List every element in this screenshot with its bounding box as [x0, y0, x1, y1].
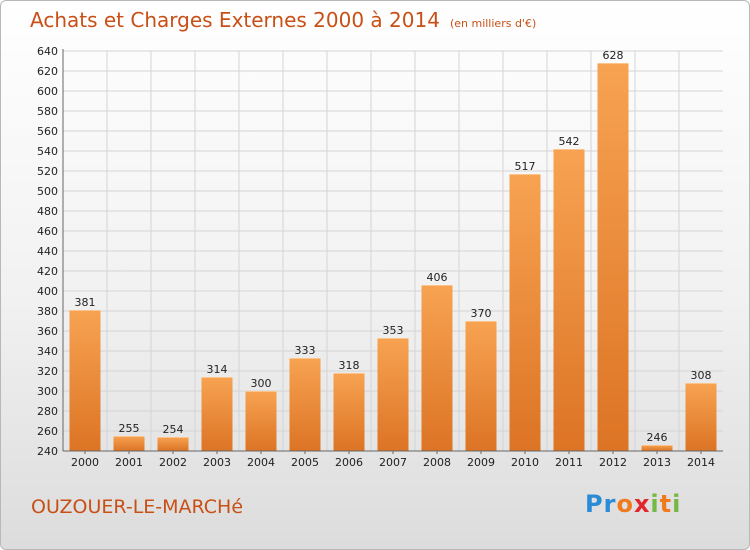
x-tick-label-2003: 2003	[203, 456, 231, 469]
chart-title: Achats et Charges Externes 2000 à 2014 (e…	[30, 8, 536, 32]
value-label-2000: 381	[75, 296, 96, 309]
value-label-2006: 318	[339, 359, 360, 372]
x-tick-label-2012: 2012	[599, 456, 627, 469]
x-tick-label-2007: 2007	[379, 456, 407, 469]
x-tick-label-2013: 2013	[643, 456, 671, 469]
bar-2008	[421, 285, 453, 451]
logo-letter: P	[585, 490, 604, 518]
y-tick-label: 300	[37, 385, 58, 398]
x-tick-label-2009: 2009	[467, 456, 495, 469]
bar-2012	[597, 63, 629, 451]
value-label-2010: 517	[515, 160, 536, 173]
bar-2013	[641, 445, 673, 451]
value-label-2003: 314	[207, 363, 228, 376]
x-tick-label-2014: 2014	[687, 456, 715, 469]
chart-unit: (en milliers d'€)	[449, 17, 537, 30]
y-tick-label: 420	[37, 265, 58, 278]
bar-2001	[113, 436, 145, 451]
y-tick-label: 580	[37, 105, 58, 118]
bar-2003	[201, 377, 233, 451]
logo-letter: o	[616, 490, 634, 518]
value-label-2008: 406	[427, 271, 448, 284]
y-tick-label: 500	[37, 185, 58, 198]
y-tick-label: 320	[37, 365, 58, 378]
logo-letter: t	[659, 490, 673, 518]
x-tick-label-2010: 2010	[511, 456, 539, 469]
bar-2000	[69, 310, 101, 451]
value-label-2005: 333	[295, 344, 316, 357]
y-tick-label: 360	[37, 325, 58, 338]
bar-2011	[553, 149, 585, 451]
proxiti-logo[interactable]: Proxiti	[585, 490, 681, 518]
y-tick-label: 460	[37, 225, 58, 238]
y-tick-label: 540	[37, 145, 58, 158]
logo-letter: i	[672, 490, 682, 518]
x-tick-label-2004: 2004	[247, 456, 275, 469]
y-tick-label: 400	[37, 285, 58, 298]
logo-letter: i	[650, 490, 660, 518]
logo-letter: x	[633, 490, 651, 518]
y-tick-label: 240	[37, 445, 58, 458]
y-tick-label: 600	[37, 85, 58, 98]
bar-2006	[333, 373, 365, 451]
value-label-2001: 255	[119, 422, 140, 435]
value-label-2014: 308	[691, 369, 712, 382]
x-tick-label-2006: 2006	[335, 456, 363, 469]
axes: 240 260 280 300 320 340 360 380 400 420 440 460 480 5…	[37, 45, 723, 469]
y-tick-label: 380	[37, 305, 58, 318]
bar-2005	[289, 358, 321, 451]
bar-2004	[245, 391, 277, 451]
chart-title-text: Achats et Charges Externes 2000 à 2014	[30, 8, 440, 32]
bar-2009	[465, 321, 497, 451]
y-tick-label: 560	[37, 125, 58, 138]
y-tick-label: 620	[37, 65, 58, 78]
value-label-2011: 542	[559, 135, 580, 148]
y-tick-label: 260	[37, 425, 58, 438]
value-label-2002: 254	[163, 423, 184, 436]
y-tick-label: 340	[37, 345, 58, 358]
y-tick-label: 440	[37, 245, 58, 258]
value-label-2004: 300	[251, 377, 272, 390]
y-tick-label: 640	[37, 45, 58, 58]
bar-2010	[509, 174, 541, 451]
bars: 381 255 254 314 300 333 318 353 406 370 517 542 628 2…	[69, 49, 717, 451]
logo-letter: r	[603, 490, 617, 518]
x-tick-label-2008: 2008	[423, 456, 451, 469]
x-tick-label-2000: 2000	[71, 456, 99, 469]
bar-2014	[685, 383, 717, 451]
x-tick-label-2011: 2011	[555, 456, 583, 469]
x-tick-label-2001: 2001	[115, 456, 143, 469]
value-label-2007: 353	[383, 324, 404, 337]
value-label-2013: 246	[647, 431, 668, 444]
x-tick-label-2005: 2005	[291, 456, 319, 469]
value-label-2012: 628	[603, 49, 624, 62]
city-name: OUZOUER-LE-MARCHé	[31, 496, 244, 518]
bar-2007	[377, 338, 409, 451]
y-tick-label: 480	[37, 205, 58, 218]
bar-2002	[157, 437, 189, 451]
value-label-2009: 370	[471, 307, 492, 320]
y-tick-label: 520	[37, 165, 58, 178]
x-tick-label-2002: 2002	[159, 456, 187, 469]
y-tick-label: 280	[37, 405, 58, 418]
